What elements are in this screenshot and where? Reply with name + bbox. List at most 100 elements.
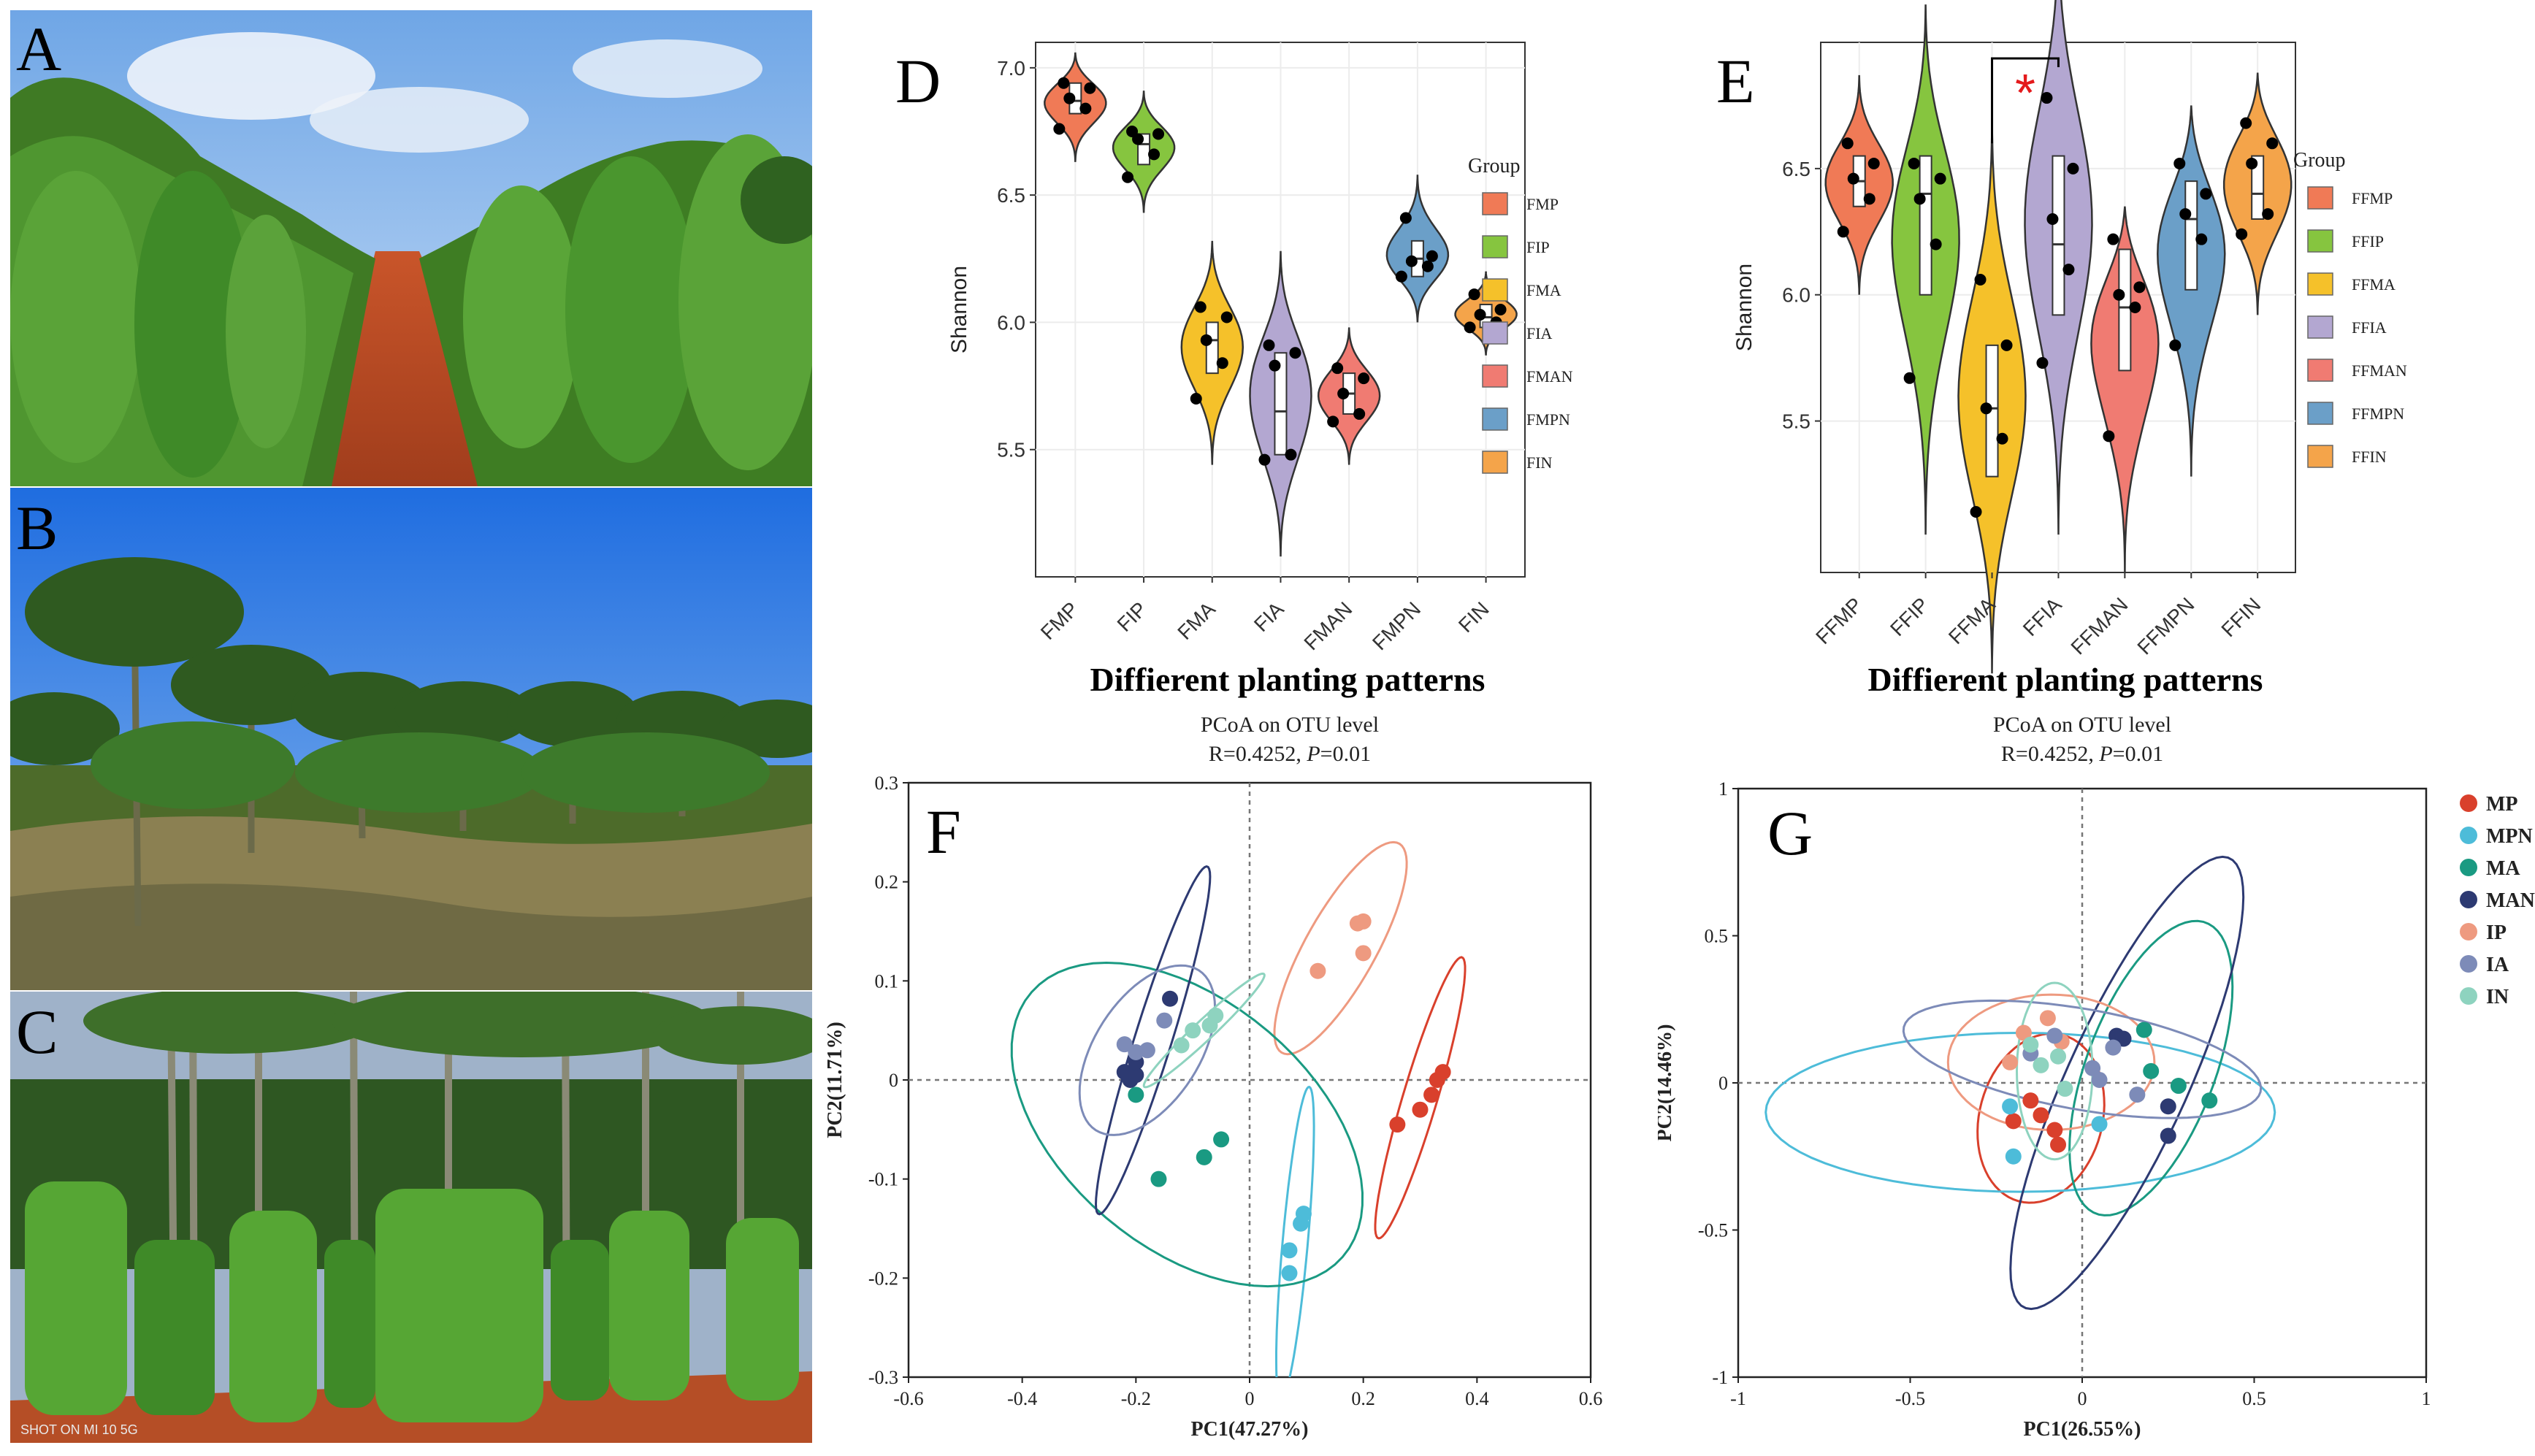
legend-label: FFMA [2352,275,2396,294]
x-tick-label: FIN [1454,597,1494,637]
legend-label: IP [2486,922,2507,944]
point-salmon [1355,945,1372,962]
y-axis-label: PC2(11.71%) [824,1022,846,1138]
subtitle-r: R=0.4252, [2001,742,2099,766]
data-point [2041,92,2053,104]
box-ffip [1919,155,1932,296]
x-tick-label: 1 [2422,1388,2431,1409]
point-green [1213,1131,1230,1148]
data-point [1930,238,1942,250]
legend-marker [2460,891,2477,908]
ellipse-man [2009,855,2245,1311]
x-tick-label: 0 [2078,1388,2087,1409]
x-tick-label: FMA [1173,597,1220,644]
point-ma [2170,1078,2187,1095]
point-mint [1185,1022,1201,1039]
point-green [1196,1149,1212,1165]
legend-label: FIA [1526,324,1553,342]
x-tick-label: -1 [1730,1388,1746,1409]
data-point [1468,288,1480,301]
data-point [1837,226,1849,238]
subtitle-p-value: =0.01 [1320,742,1371,766]
data-point [1358,372,1370,385]
point-salmon [1349,915,1366,932]
point-mp [2005,1113,2022,1130]
legend-label: FIP [1526,238,1550,256]
pepper-monoculture-photo [10,10,812,486]
point-slate [1139,1042,1155,1059]
legend-label: MP [2486,793,2518,816]
data-point [1148,148,1161,161]
x-tick-label: FIA [1250,597,1288,636]
y-tick-label: 0.5 [1705,926,1729,947]
data-point [2179,208,2192,221]
point-ia [2129,1087,2146,1103]
data-point [1337,388,1350,400]
legend-swatch [1482,407,1508,431]
point-mpn [2091,1116,2108,1133]
point-blue [1281,1265,1298,1281]
y-tick-label: -0.1 [868,1169,898,1190]
legend-marker [2460,955,2477,973]
data-point [1084,82,1096,94]
x-tick-label: 0.5 [2242,1388,2266,1409]
data-point [2200,188,2212,200]
x-tick-label: FMP [1036,597,1083,644]
data-point [2266,137,2279,150]
point-in [2057,1081,2073,1097]
ellipse-layer [1010,840,1467,1377]
legend-label: MA [2486,857,2520,880]
y-tick-label: 6.5 [1782,158,1811,180]
ellipse-mint [1142,972,1266,1089]
data-point [1903,372,1916,384]
data-point [1063,92,1076,104]
legend-label: MAN [2486,889,2535,912]
data-point [2262,208,2274,221]
data-point [1258,453,1271,466]
data-point [1996,432,2008,445]
panel-letter-a: A [16,14,62,84]
y-tick-label: 0.2 [875,872,899,893]
significance-star: * [2015,64,2035,123]
photo-watermark: SHOT ON MI 10 5G [20,1422,138,1437]
point-ia [2084,1060,2101,1076]
data-point [1908,157,1920,169]
x-tick-label: FFMAN [2066,593,2132,659]
y-tick-label: 5.5 [1782,410,1811,433]
data-point [1847,172,1859,185]
box-ffin [2251,155,2265,220]
data-point [2107,233,2119,245]
x-tick-label: -0.5 [1895,1388,1925,1409]
areca-palm-plantation-photo [10,488,812,990]
legend-label: FMPN [1526,410,1570,429]
point-ia [2046,1027,2063,1044]
x-tick-label: FMAN [1299,597,1356,654]
data-point [1220,311,1233,323]
y-tick-label: 0 [1718,1073,1728,1094]
chart-title: PCoA on OTU level [1993,713,2171,737]
legend-label: FMP [1526,195,1559,213]
panel-letter: D [895,46,941,116]
legend-label: IA [2486,954,2509,976]
data-point [1263,339,1275,351]
point-blue [1281,1242,1298,1259]
box-ffia [2052,155,2065,316]
ellipse-slate [1078,964,1217,1136]
panel-letter: G [1767,798,1813,868]
x-tick-label: 0.4 [1465,1388,1489,1409]
legend-swatch [2307,402,2333,425]
data-point [2062,264,2075,276]
legend-label: FIN [1526,453,1553,472]
data-point [1194,301,1207,313]
data-point [1327,415,1339,428]
point-man [2160,1127,2176,1144]
data-point [1494,304,1507,315]
legend-swatch [1482,321,1508,345]
legend-label: FMAN [1526,367,1573,386]
point-ip [2039,1010,2056,1027]
data-point [1974,273,1987,286]
legend-marker [2460,827,2477,844]
legend-swatch [1482,364,1508,388]
